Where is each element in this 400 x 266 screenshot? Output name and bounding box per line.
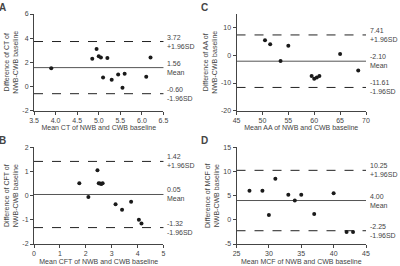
svg-text:0: 0 xyxy=(25,192,29,199)
svg-text:-2: -2 xyxy=(22,107,28,114)
svg-text:6: 6 xyxy=(25,10,29,17)
svg-text:10: 10 xyxy=(223,168,231,175)
svg-text:4.5: 4.5 xyxy=(72,117,82,124)
svg-text:55: 55 xyxy=(284,117,292,124)
svg-text:-20: -20 xyxy=(221,107,231,114)
svg-text:Mean: Mean xyxy=(167,195,185,202)
svg-text:-11.61: -11.61 xyxy=(370,79,389,86)
svg-text:A: A xyxy=(0,2,6,13)
svg-text:Mean: Mean xyxy=(370,62,388,69)
svg-text:-1.96SD: -1.96SD xyxy=(167,229,193,236)
svg-text:Mean: Mean xyxy=(167,69,185,76)
svg-text:Difference of CT ofNWB-CWB bas: Difference of CT ofNWB-CWB baseline xyxy=(3,31,19,94)
svg-text:5.0: 5.0 xyxy=(94,117,104,124)
svg-text:0: 0 xyxy=(227,52,231,59)
svg-text:Mean CT of NWB and CWB baselin: Mean CT of NWB and CWB baseline xyxy=(41,124,156,131)
svg-text:0: 0 xyxy=(227,216,231,223)
svg-text:10: 10 xyxy=(223,24,231,31)
svg-text:3: 3 xyxy=(110,250,114,257)
svg-text:Mean AA of NWB and CWB baselin: Mean AA of NWB and CWB baseline xyxy=(244,124,358,131)
svg-text:0.05: 0.05 xyxy=(167,186,181,193)
svg-text:4: 4 xyxy=(25,35,29,42)
svg-text:C: C xyxy=(201,2,208,13)
svg-text:D: D xyxy=(201,135,208,146)
svg-text:-1: -1 xyxy=(22,216,28,223)
svg-text:-2.25: -2.25 xyxy=(370,223,386,230)
svg-text:-1.96SD: -1.96SD xyxy=(370,232,396,239)
svg-text:+1.96SD: +1.96SD xyxy=(370,36,397,43)
svg-text:35: 35 xyxy=(297,250,305,257)
svg-text:Mean CFT of NWB and CWB baseli: Mean CFT of NWB and CWB baseline xyxy=(39,258,158,265)
svg-text:-2.10: -2.10 xyxy=(370,53,386,60)
svg-text:40: 40 xyxy=(330,250,338,257)
svg-text:45: 45 xyxy=(233,117,241,124)
svg-text:0: 0 xyxy=(32,250,36,257)
svg-text:1.42: 1.42 xyxy=(167,153,181,160)
svg-text:2: 2 xyxy=(25,59,29,66)
svg-text:-5: -5 xyxy=(225,240,231,247)
svg-text:Difference of AA ofNWB-CWB bas: Difference of AA ofNWB-CWB baseline xyxy=(202,31,218,94)
svg-text:4: 4 xyxy=(136,250,140,257)
svg-text:5: 5 xyxy=(162,250,166,257)
svg-text:1.56: 1.56 xyxy=(167,60,181,67)
svg-text:4.00: 4.00 xyxy=(370,193,384,200)
svg-text:70: 70 xyxy=(362,117,370,124)
svg-text:1: 1 xyxy=(25,168,29,175)
svg-text:5.5: 5.5 xyxy=(115,117,125,124)
svg-text:-1.96SD: -1.96SD xyxy=(167,95,193,102)
svg-text:3.72: 3.72 xyxy=(167,34,181,41)
svg-text:+1.96SD: +1.96SD xyxy=(167,43,194,50)
svg-text:B: B xyxy=(0,135,6,146)
svg-text:+1.96SD: +1.96SD xyxy=(167,162,194,169)
svg-text:65: 65 xyxy=(336,117,344,124)
svg-text:Difference of MCF ofNWB-CWB ba: Difference of MCF ofNWB-CWB baseline xyxy=(204,163,220,228)
svg-text:-0.60: -0.60 xyxy=(167,86,183,93)
svg-text:3.5: 3.5 xyxy=(29,117,39,124)
svg-text:-2: -2 xyxy=(22,240,28,247)
svg-text:Difference of CFT ofNWB-CWB ba: Difference of CFT ofNWB-CWB baseline xyxy=(3,164,19,227)
svg-text:Mean MCF of NWB and CWB baseli: Mean MCF of NWB and CWB baseline xyxy=(241,258,362,265)
svg-text:6.5: 6.5 xyxy=(159,117,169,124)
svg-text:30: 30 xyxy=(265,250,273,257)
svg-text:50: 50 xyxy=(259,117,267,124)
svg-text:4.0: 4.0 xyxy=(51,117,61,124)
svg-text:Mean: Mean xyxy=(370,202,388,209)
svg-text:2: 2 xyxy=(25,144,29,151)
svg-text:25: 25 xyxy=(233,250,241,257)
svg-text:+1.96SD: +1.96SD xyxy=(370,171,397,178)
svg-text:15: 15 xyxy=(223,144,231,151)
svg-text:-10: -10 xyxy=(221,79,231,86)
svg-text:5: 5 xyxy=(227,192,231,199)
svg-text:7.41: 7.41 xyxy=(370,27,384,34)
svg-text:-1.32: -1.32 xyxy=(167,220,183,227)
svg-text:6.0: 6.0 xyxy=(137,117,147,124)
svg-text:10.25: 10.25 xyxy=(370,162,388,169)
svg-text:1: 1 xyxy=(58,250,62,257)
svg-text:-1.96SD: -1.96SD xyxy=(370,88,396,95)
svg-text:0: 0 xyxy=(25,83,29,90)
svg-text:45: 45 xyxy=(362,250,370,257)
svg-text:60: 60 xyxy=(310,117,318,124)
svg-text:2: 2 xyxy=(84,250,88,257)
